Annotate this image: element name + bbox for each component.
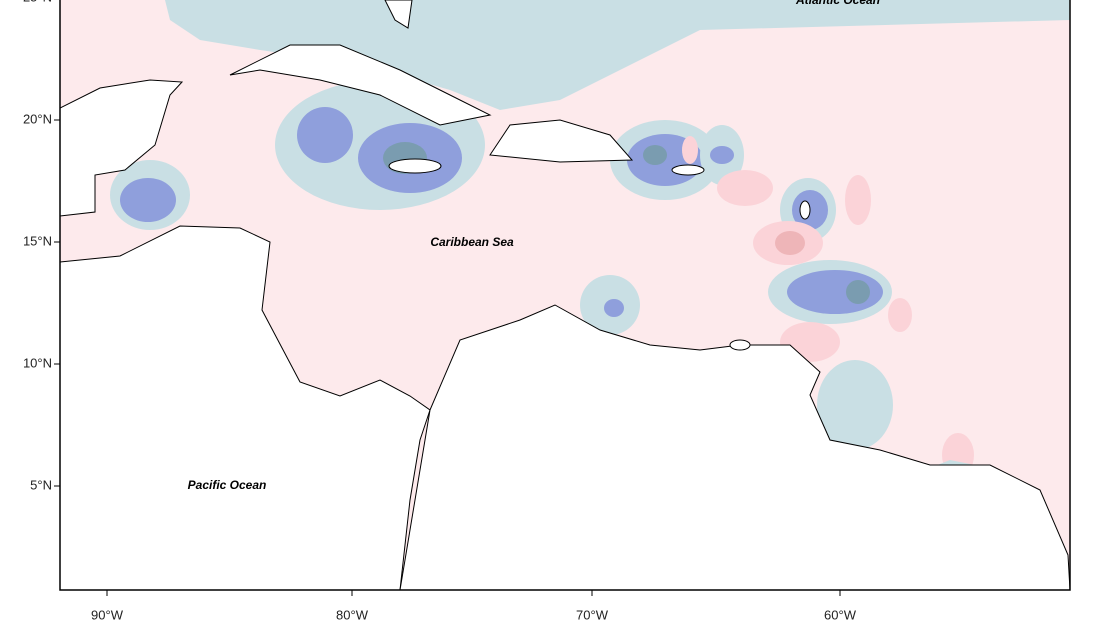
lon-tick-label: 60°W: [824, 607, 857, 622]
lon-tick-label: 70°W: [576, 607, 609, 622]
lat-tick-label: 15°N: [23, 233, 52, 248]
lon-tick-label: 80°W: [336, 607, 369, 622]
ocean-label: Pacific Ocean: [188, 478, 267, 492]
land: [60, 0, 1070, 590]
lat-tick-label: 25°N: [23, 0, 52, 4]
lat-tick-label: 20°N: [23, 111, 52, 126]
ocean-label: Atlantic Ocean: [795, 0, 880, 7]
lon-tick-label: 90°W: [91, 607, 124, 622]
frame: [59, 0, 1071, 591]
map-area: [60, 0, 1080, 590]
frame-edge: [1072, 0, 1080, 590]
ocean-label: Caribbean Sea: [430, 235, 514, 249]
lat-tick-label: 5°N: [30, 477, 52, 492]
lat-tick-label: 10°N: [23, 355, 52, 370]
